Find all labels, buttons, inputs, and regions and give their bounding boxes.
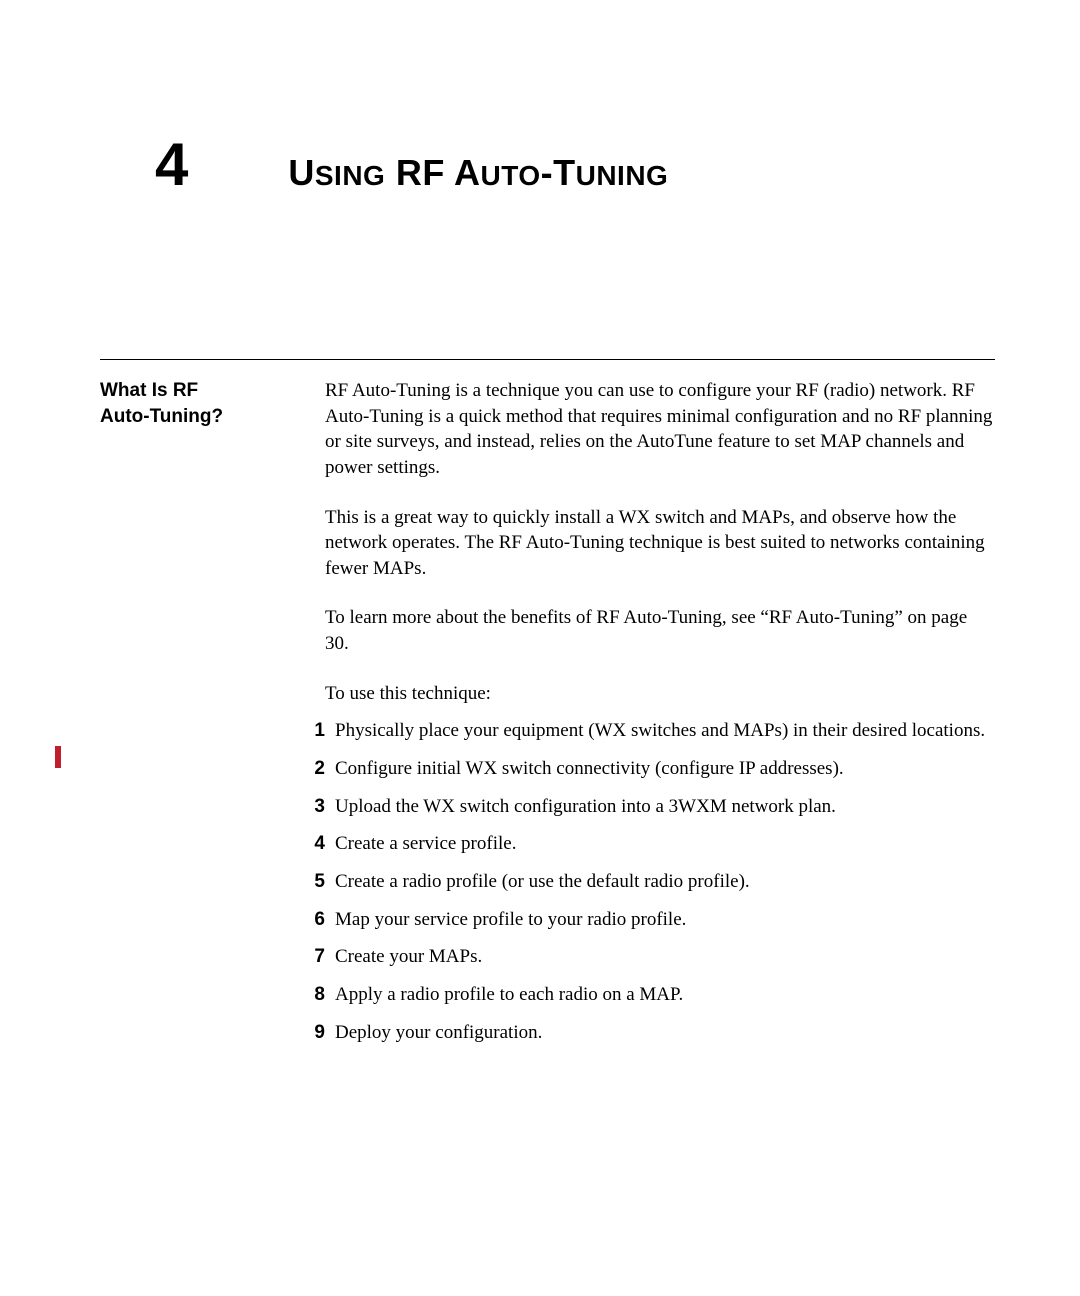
body-paragraph: To learn more about the benefits of RF A…	[325, 605, 995, 656]
section: What Is RF Auto-Tuning? RF Auto-Tuning i…	[85, 378, 995, 1057]
title-cap: -T	[541, 152, 576, 193]
body-paragraph: RF Auto-Tuning is a technique you can us…	[325, 378, 995, 481]
list-item: 2 Configure initial WX switch connectivit…	[301, 756, 995, 782]
document-page: 4 USING RF AUTO-TUNING What Is RF Auto-T…	[0, 0, 1080, 1107]
numbered-list: 1 Physically place your equipment (WX swi…	[301, 718, 995, 1045]
list-number: 4	[301, 831, 325, 857]
list-item: 3 Upload the WX switch configuration into…	[301, 794, 995, 820]
list-number: 7	[301, 944, 325, 970]
change-bar-marker	[55, 746, 61, 768]
list-text: Deploy your configuration.	[335, 1020, 995, 1046]
title-sc: SING	[315, 160, 385, 191]
list-item: 9 Deploy your configuration.	[301, 1020, 995, 1046]
list-number: 3	[301, 794, 325, 820]
title-sc: UTO	[481, 160, 541, 191]
list-number: 5	[301, 869, 325, 895]
list-text: Create a service profile.	[335, 831, 995, 857]
chapter-header: 4 USING RF AUTO-TUNING	[85, 130, 995, 199]
title-cap: U	[288, 152, 315, 193]
list-text: Upload the WX switch configuration into …	[335, 794, 995, 820]
title-sc: UNING	[576, 160, 669, 191]
section-body: RF Auto-Tuning is a technique you can us…	[325, 378, 995, 1057]
list-text: Physically place your equipment (WX swit…	[335, 718, 995, 744]
title-cap: RF A	[385, 152, 480, 193]
chapter-number: 4	[155, 130, 188, 199]
section-rule	[100, 359, 995, 360]
body-paragraph: This is a great way to quickly install a…	[325, 505, 995, 582]
list-item: 6 Map your service profile to your radio …	[301, 907, 995, 933]
list-intro: To use this technique:	[325, 681, 995, 707]
list-item: 7 Create your MAPs.	[301, 944, 995, 970]
list-text: Apply a radio profile to each radio on a…	[335, 982, 995, 1008]
list-number: 8	[301, 982, 325, 1008]
list-text: Configure initial WX switch connectivity…	[335, 756, 995, 782]
heading-line: Auto-Tuning?	[100, 406, 223, 427]
list-number: 1	[301, 718, 325, 744]
list-text: Create a radio profile (or use the defau…	[335, 869, 995, 895]
list-item: 8 Apply a radio profile to each radio on …	[301, 982, 995, 1008]
heading-line: What Is RF	[100, 380, 198, 401]
list-text: Create your MAPs.	[335, 944, 995, 970]
list-text: Map your service profile to your radio p…	[335, 907, 995, 933]
chapter-title: USING RF AUTO-TUNING	[288, 152, 668, 194]
list-item: 5 Create a radio profile (or use the defa…	[301, 869, 995, 895]
list-number: 2	[301, 756, 325, 782]
list-number: 9	[301, 1020, 325, 1046]
list-item: 1 Physically place your equipment (WX swi…	[301, 718, 995, 744]
list-number: 6	[301, 907, 325, 933]
list-item: 4 Create a service profile.	[301, 831, 995, 857]
section-heading: What Is RF Auto-Tuning?	[100, 378, 325, 1057]
